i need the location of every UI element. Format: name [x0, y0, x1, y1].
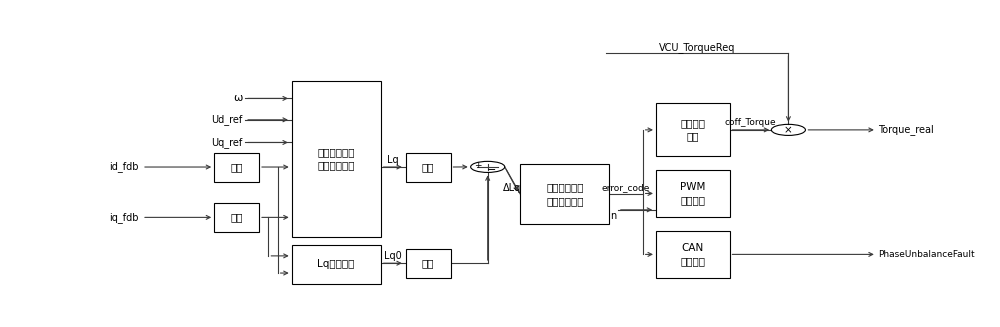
Text: VCU_TorqueReq: VCU_TorqueReq: [659, 42, 735, 53]
Text: CAN
通讯模块: CAN 通讯模块: [680, 243, 705, 266]
Bar: [656, 103, 730, 156]
Text: 电机线圈并联
支路断线判断: 电机线圈并联 支路断线判断: [546, 182, 584, 206]
Bar: [520, 164, 609, 224]
Text: ω: ω: [233, 94, 243, 103]
Text: Lq0: Lq0: [384, 251, 402, 261]
Text: 滤波: 滤波: [230, 162, 243, 172]
Text: PhaseUnbalanceFault: PhaseUnbalanceFault: [878, 250, 975, 259]
Text: error_code: error_code: [602, 183, 650, 192]
Text: Uq_ref: Uq_ref: [212, 137, 243, 148]
Text: PWM
管理模块: PWM 管理模块: [680, 182, 705, 205]
Text: 电机交轴电感
实时计算模块: 电机交轴电感 实时计算模块: [317, 147, 355, 170]
Text: n: n: [610, 211, 616, 221]
Text: Torque_real: Torque_real: [878, 125, 934, 135]
Text: 滤波: 滤波: [422, 162, 434, 172]
Text: 扭矩管理
模块: 扭矩管理 模块: [680, 118, 705, 142]
Text: ΔLq: ΔLq: [503, 183, 522, 193]
Bar: [292, 245, 381, 284]
Text: Ud_ref: Ud_ref: [212, 114, 243, 125]
Text: 滤波: 滤波: [230, 212, 243, 222]
Bar: [406, 152, 450, 181]
Bar: [656, 170, 730, 217]
Text: 滤波: 滤波: [422, 258, 434, 268]
Bar: [406, 249, 450, 278]
Text: +: +: [475, 161, 482, 170]
Text: −: −: [486, 165, 496, 175]
Text: iq_fdb: iq_fdb: [109, 212, 139, 223]
Bar: [214, 152, 259, 181]
Text: ×: ×: [784, 125, 793, 135]
Bar: [214, 203, 259, 232]
Text: id_fdb: id_fdb: [109, 162, 139, 172]
Text: coff_Torque: coff_Torque: [725, 118, 776, 127]
Text: Lq: Lq: [387, 155, 399, 165]
Text: Lq查表模块: Lq查表模块: [318, 259, 355, 269]
Bar: [292, 81, 381, 237]
Bar: [656, 231, 730, 278]
